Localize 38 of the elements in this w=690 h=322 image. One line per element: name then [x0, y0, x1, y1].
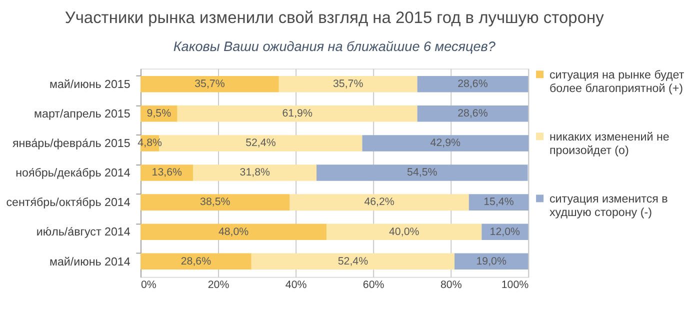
x-tick-label: 100% — [501, 279, 530, 292]
data-label: 15,4% — [484, 196, 514, 208]
y-tick-label: янва́рь/февра́ль 2015 — [12, 137, 130, 150]
data-label: 28,6% — [458, 108, 488, 120]
y-tick-label: май/июнь 2014 — [49, 255, 131, 268]
legend-label: ситуация на рынке будет более благоприятной (+) — [549, 68, 685, 95]
y-tick-label: март/апрель 2015 — [34, 108, 130, 121]
data-label: 12,0% — [490, 226, 521, 238]
data-label: 38,5% — [200, 196, 231, 208]
legend-label: ситуация изменится в худшую сторону (-) — [549, 192, 668, 219]
data-label: 52,4% — [246, 137, 276, 150]
data-label: 46,2% — [364, 196, 395, 208]
data-label: 19,0% — [476, 255, 507, 268]
data-label: 28,6% — [180, 255, 212, 268]
chart-subtitle: Каковы Ваши ожидания на ближайшие 6 месяцев? — [173, 39, 496, 54]
data-label: 31,8% — [240, 166, 271, 179]
data-label: 61,9% — [282, 108, 313, 120]
x-tick-label: 0% — [141, 279, 157, 292]
data-label: 13,6% — [152, 166, 183, 179]
x-tick-label: 40% — [285, 279, 308, 292]
x-tick-label: 60% — [362, 279, 385, 292]
data-label: 48,0% — [218, 226, 250, 238]
legend-label: никаких изменений не произойдет (о) — [549, 130, 670, 157]
data-label: 54,5% — [407, 166, 438, 179]
data-label: 35,7% — [332, 78, 364, 90]
y-tick-label: сентя́брь/октя́брь 2014 — [6, 196, 131, 210]
data-label: 52,4% — [338, 255, 369, 268]
y-tick-label: май/июнь 2015 — [49, 78, 130, 91]
x-tick-label: 80% — [440, 279, 462, 292]
chart-title: Участники рынка изменили свой взгляд на 2015 год в лучшую сторону — [64, 9, 605, 28]
y-tick-label: ию́ль/а́вгуст 2014 — [36, 226, 131, 239]
data-label: 9,5% — [146, 108, 172, 120]
x-tick-label: 20% — [208, 279, 230, 292]
data-label: 42,9% — [430, 137, 462, 150]
data-label: 40,0% — [389, 226, 420, 238]
data-label: 28,6% — [458, 78, 488, 90]
y-tick-label: ноя́брь/дека́брь 2014 — [16, 166, 131, 180]
data-label: 35,7% — [194, 78, 226, 90]
